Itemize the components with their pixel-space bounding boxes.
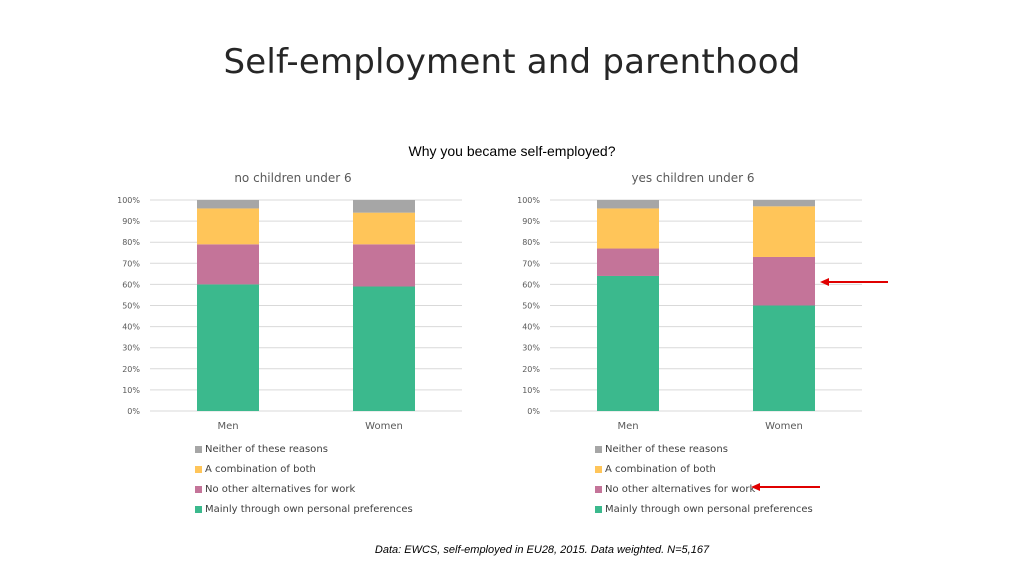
legend-swatch xyxy=(195,465,202,473)
legend-swatch xyxy=(595,465,602,473)
data-source-footnote: Data: EWCS, self-employed in EU28, 2015.… xyxy=(374,544,710,556)
bar-segment xyxy=(597,200,659,209)
bar-segment xyxy=(597,208,659,249)
legend-item: No other alternatives for work xyxy=(195,482,355,496)
bar-segment xyxy=(353,286,415,411)
legend-label: A combination of both xyxy=(605,463,716,475)
y-tick-label: 60% xyxy=(122,280,140,289)
y-tick-label: 80% xyxy=(122,238,140,247)
y-tick-label: 10% xyxy=(522,386,540,395)
bar-segment xyxy=(197,284,259,411)
legend-label: No other alternatives for work xyxy=(205,483,356,495)
legend-label: Neither of these reasons xyxy=(605,443,728,455)
y-tick-label: 70% xyxy=(522,259,540,268)
y-tick-label: 40% xyxy=(522,323,540,332)
chart-panel-yes-children: yes children under 6 0% 10% 20% 30% 40% 50% 60… xyxy=(460,160,940,530)
chart-panel-no-children: no children under 6 0% 10% 20% 30% 40% 50% 60%… xyxy=(60,160,540,530)
stacked-bar-chart-yes-children: 0% 10% 20% 30% 40% 50% 60% 70% 80% 90% 100% Men Wome… xyxy=(517,196,862,432)
bar-segment xyxy=(753,305,815,411)
y-tick-label: 50% xyxy=(122,302,140,311)
legend-swatch xyxy=(595,445,602,453)
x-tick-label: Men xyxy=(217,421,238,432)
legend-item: A combination of both xyxy=(595,462,716,476)
legend-item: Neither of these reasons xyxy=(595,442,728,456)
bar-segment xyxy=(597,275,659,411)
x-tick-label: Women xyxy=(765,421,803,432)
legend-swatch xyxy=(195,485,202,493)
y-tick-label: 50% xyxy=(522,302,540,311)
legend-item: Mainly through own personal preferences xyxy=(595,502,813,516)
legend-swatch xyxy=(595,505,602,513)
x-tick-label: Women xyxy=(365,421,403,432)
y-tick-label: 0% xyxy=(527,407,540,416)
y-tick-label: 40% xyxy=(122,323,140,332)
bar-segment xyxy=(353,244,415,287)
y-tick-label: 20% xyxy=(522,365,540,374)
y-tick-label: 60% xyxy=(522,280,540,289)
y-tick-label: 20% xyxy=(122,365,140,374)
bar-segment xyxy=(753,256,815,306)
panel-title: no children under 6 xyxy=(234,171,352,185)
legend-swatch xyxy=(195,505,202,513)
bar-segment xyxy=(197,244,259,285)
y-tick-label: 90% xyxy=(522,217,540,226)
slide-title: Self-employment and parenthood xyxy=(223,42,801,82)
legend-item: No other alternatives for work xyxy=(595,482,755,496)
legend-swatch xyxy=(595,485,602,493)
legend-item: A combination of both xyxy=(195,462,316,476)
y-tick-label: 0% xyxy=(127,407,140,416)
bar-segment xyxy=(753,200,815,207)
y-tick-label: 30% xyxy=(122,344,140,353)
legend-label: Mainly through own personal preferences xyxy=(605,503,813,515)
y-tick-label: 90% xyxy=(122,217,140,226)
y-tick-label: 100% xyxy=(517,196,540,205)
bar-segment xyxy=(597,248,659,276)
legend-label: A combination of both xyxy=(205,463,316,475)
legend-label: Neither of these reasons xyxy=(205,443,328,455)
bar-segment xyxy=(353,200,415,213)
y-tick-label: 10% xyxy=(122,386,140,395)
panel-title: yes children under 6 xyxy=(631,171,755,185)
y-tick-label: 100% xyxy=(117,196,140,205)
chart-question: Why you became self-employed? xyxy=(408,143,616,159)
stacked-bar-chart-no-children: 0% 10% 20% 30% 40% 50% 60% 70% 80% 90% 100% Men Wome… xyxy=(117,196,462,432)
y-tick-label: 80% xyxy=(522,238,540,247)
bar-segment xyxy=(753,206,815,257)
legend-swatch xyxy=(195,445,202,453)
bar-segment xyxy=(353,212,415,245)
y-tick-label: 70% xyxy=(122,259,140,268)
legend-item: Mainly through own personal preferences xyxy=(195,502,413,516)
legend-label: No other alternatives for work xyxy=(605,483,756,495)
bar-segment xyxy=(197,200,259,209)
y-tick-label: 30% xyxy=(522,344,540,353)
legend-label: Mainly through own personal preferences xyxy=(205,503,413,515)
x-tick-label: Men xyxy=(617,421,638,432)
bar-segment xyxy=(197,208,259,245)
legend-item: Neither of these reasons xyxy=(195,442,328,456)
